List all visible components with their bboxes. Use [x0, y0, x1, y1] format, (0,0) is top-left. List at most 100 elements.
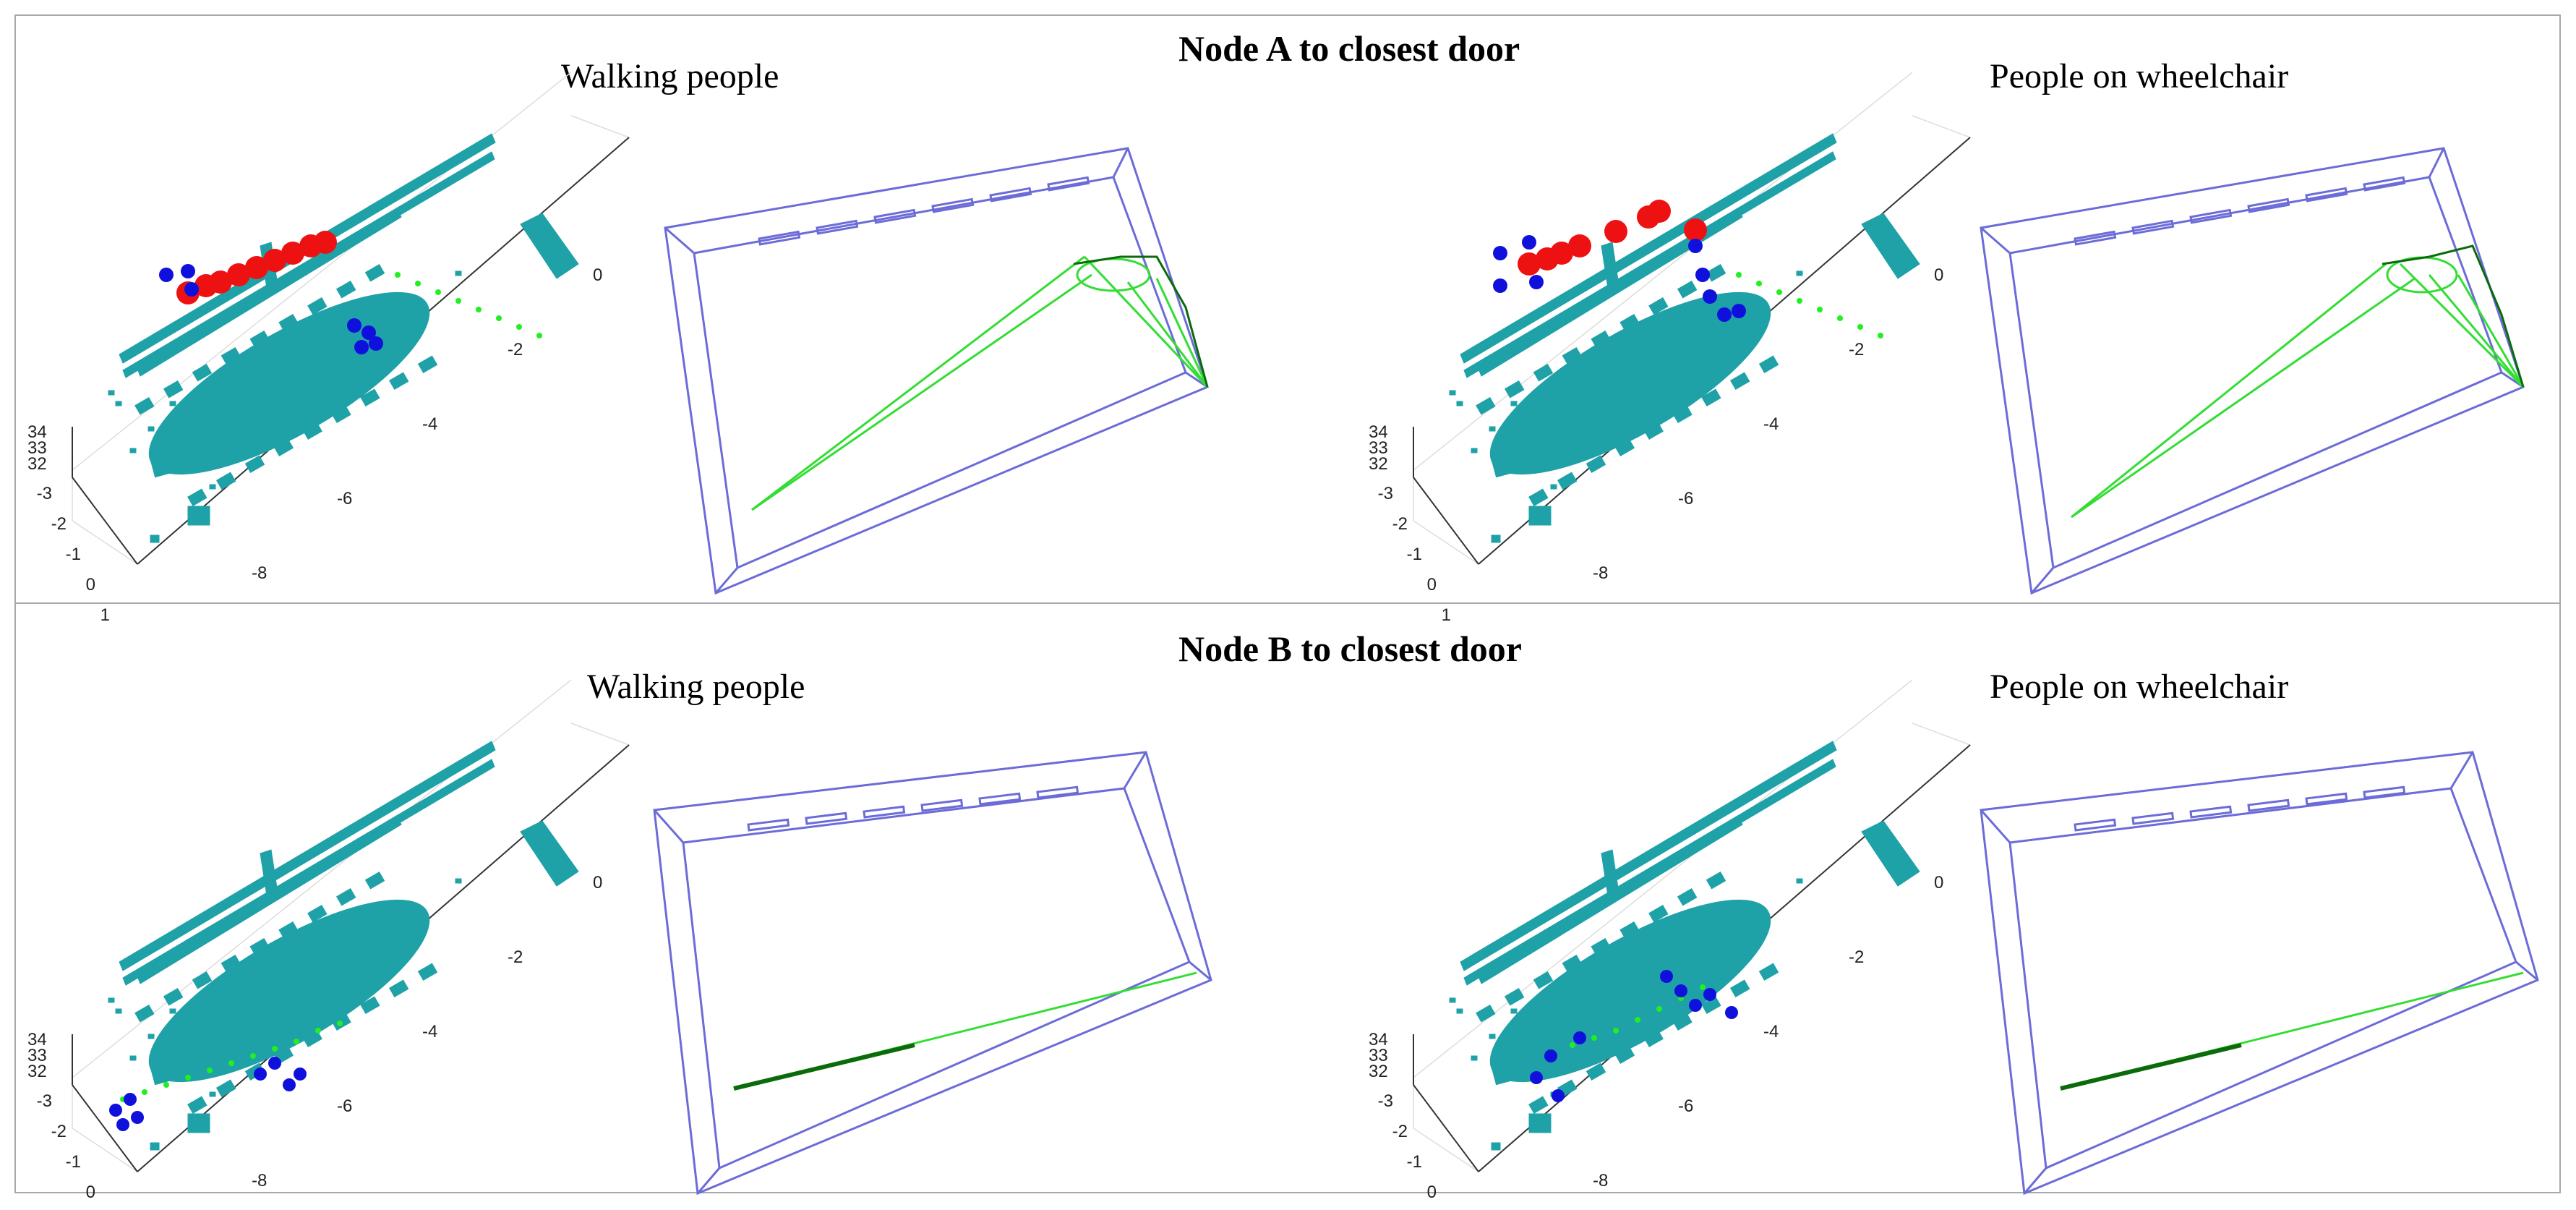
chair-block — [1557, 472, 1578, 490]
room-box-outer — [653, 751, 1212, 1196]
wall-strip — [137, 209, 402, 377]
route-markers — [1493, 200, 1883, 338]
row-title-node-a: Node A to closest door — [1178, 28, 1520, 69]
y-tick-label: -1 — [1407, 1152, 1422, 1172]
graph-layer — [1980, 147, 2525, 595]
door-marker — [354, 340, 369, 354]
route-markers — [159, 231, 542, 354]
path-point — [395, 272, 401, 278]
z-tick-label: 32 — [1369, 454, 1388, 474]
door-marker — [181, 264, 195, 278]
speck — [129, 448, 137, 453]
room-box-edge — [2023, 1167, 2047, 1194]
wall-strip — [1460, 133, 1837, 364]
y-tick-label: -1 — [66, 1152, 81, 1172]
obstacle-marker — [1648, 200, 1671, 223]
route-edges — [733, 971, 1197, 1091]
pillar — [1601, 242, 1620, 294]
chair-block — [244, 455, 265, 473]
door-marker — [1530, 1071, 1543, 1084]
chair-block — [1586, 1062, 1606, 1081]
door-frame — [520, 213, 579, 279]
x-tick-label: 0 — [593, 265, 602, 285]
chair-block — [417, 355, 438, 373]
speck — [169, 1008, 176, 1014]
graph-layer — [653, 751, 1212, 1196]
obstacle-marker — [263, 249, 286, 272]
chair-block — [1533, 364, 1554, 382]
chair-block — [1528, 488, 1549, 506]
wall-slot — [931, 197, 975, 213]
obstacle-marker — [1568, 234, 1591, 257]
graph-edge — [1083, 255, 1209, 388]
chair-block — [278, 921, 299, 940]
speck — [1572, 455, 1579, 461]
wall-strip — [137, 817, 402, 984]
z-tick-label: 34 — [1369, 422, 1388, 442]
speck — [1543, 383, 1550, 388]
chair-block — [221, 955, 241, 973]
chair-block — [388, 979, 409, 997]
room-box-inner — [693, 176, 1187, 570]
x-tick-label: -4 — [1763, 414, 1779, 434]
speck — [1543, 990, 1550, 996]
x-tick-label: 0 — [593, 873, 602, 892]
chair-block — [335, 281, 356, 299]
point-cloud — [108, 741, 579, 1151]
room-box — [1980, 751, 2539, 1196]
graph-edge — [2428, 274, 2525, 388]
room-box-edge — [1123, 751, 1147, 789]
room-box-edge — [1112, 148, 1129, 178]
speck — [115, 401, 122, 406]
wall-slot — [2131, 219, 2175, 235]
path-point — [1817, 307, 1823, 312]
chair-block — [417, 963, 438, 981]
door-marker — [1493, 278, 1507, 293]
speck — [1572, 1062, 1579, 1068]
y-tick-label: 0 — [1427, 575, 1437, 595]
wall-slot — [2074, 230, 2117, 246]
chair-block — [1643, 1029, 1664, 1047]
chair-block — [215, 1079, 236, 1097]
speck — [1796, 270, 1803, 276]
x-tick-label: -2 — [1849, 947, 1864, 967]
speck — [1510, 1008, 1518, 1014]
cabinet — [150, 1142, 160, 1151]
door-marker — [1544, 1049, 1557, 1062]
room-box-outer — [1980, 751, 2539, 1196]
shortest-path — [733, 1043, 915, 1091]
chair-block — [307, 905, 328, 923]
room-box-inner — [2008, 787, 2517, 1170]
chair-block — [1729, 372, 1750, 390]
wall-slot — [1047, 176, 1090, 192]
point-cloud — [108, 133, 579, 543]
room-box-edge — [1980, 809, 2011, 843]
wall-slot — [873, 208, 917, 224]
chair-block — [1648, 297, 1669, 315]
door-marker — [109, 1104, 122, 1117]
x-tick-label: -4 — [1763, 1022, 1779, 1041]
wall-slot — [863, 805, 906, 819]
y-tick-label: 0 — [86, 1183, 95, 1202]
path-point — [315, 1028, 321, 1034]
wall-slot — [816, 219, 859, 235]
door-marker — [1703, 988, 1716, 1001]
y-axis — [1413, 477, 1479, 565]
x-tick-label: -8 — [252, 1171, 267, 1190]
path-point — [1857, 324, 1863, 330]
speck — [231, 455, 238, 461]
room-box-edge — [2428, 148, 2445, 178]
door-marker — [268, 1057, 281, 1070]
speck — [325, 961, 332, 967]
door-marker — [1689, 999, 1702, 1012]
x-tick-label: -6 — [337, 1096, 352, 1116]
z-tick-label: 34 — [27, 422, 47, 442]
route-edges — [2060, 971, 2524, 1091]
pillar — [1601, 849, 1620, 901]
path-point — [337, 1021, 343, 1026]
door-marker — [347, 318, 361, 333]
chair-block — [1591, 331, 1611, 349]
wall-slot — [2189, 208, 2233, 224]
